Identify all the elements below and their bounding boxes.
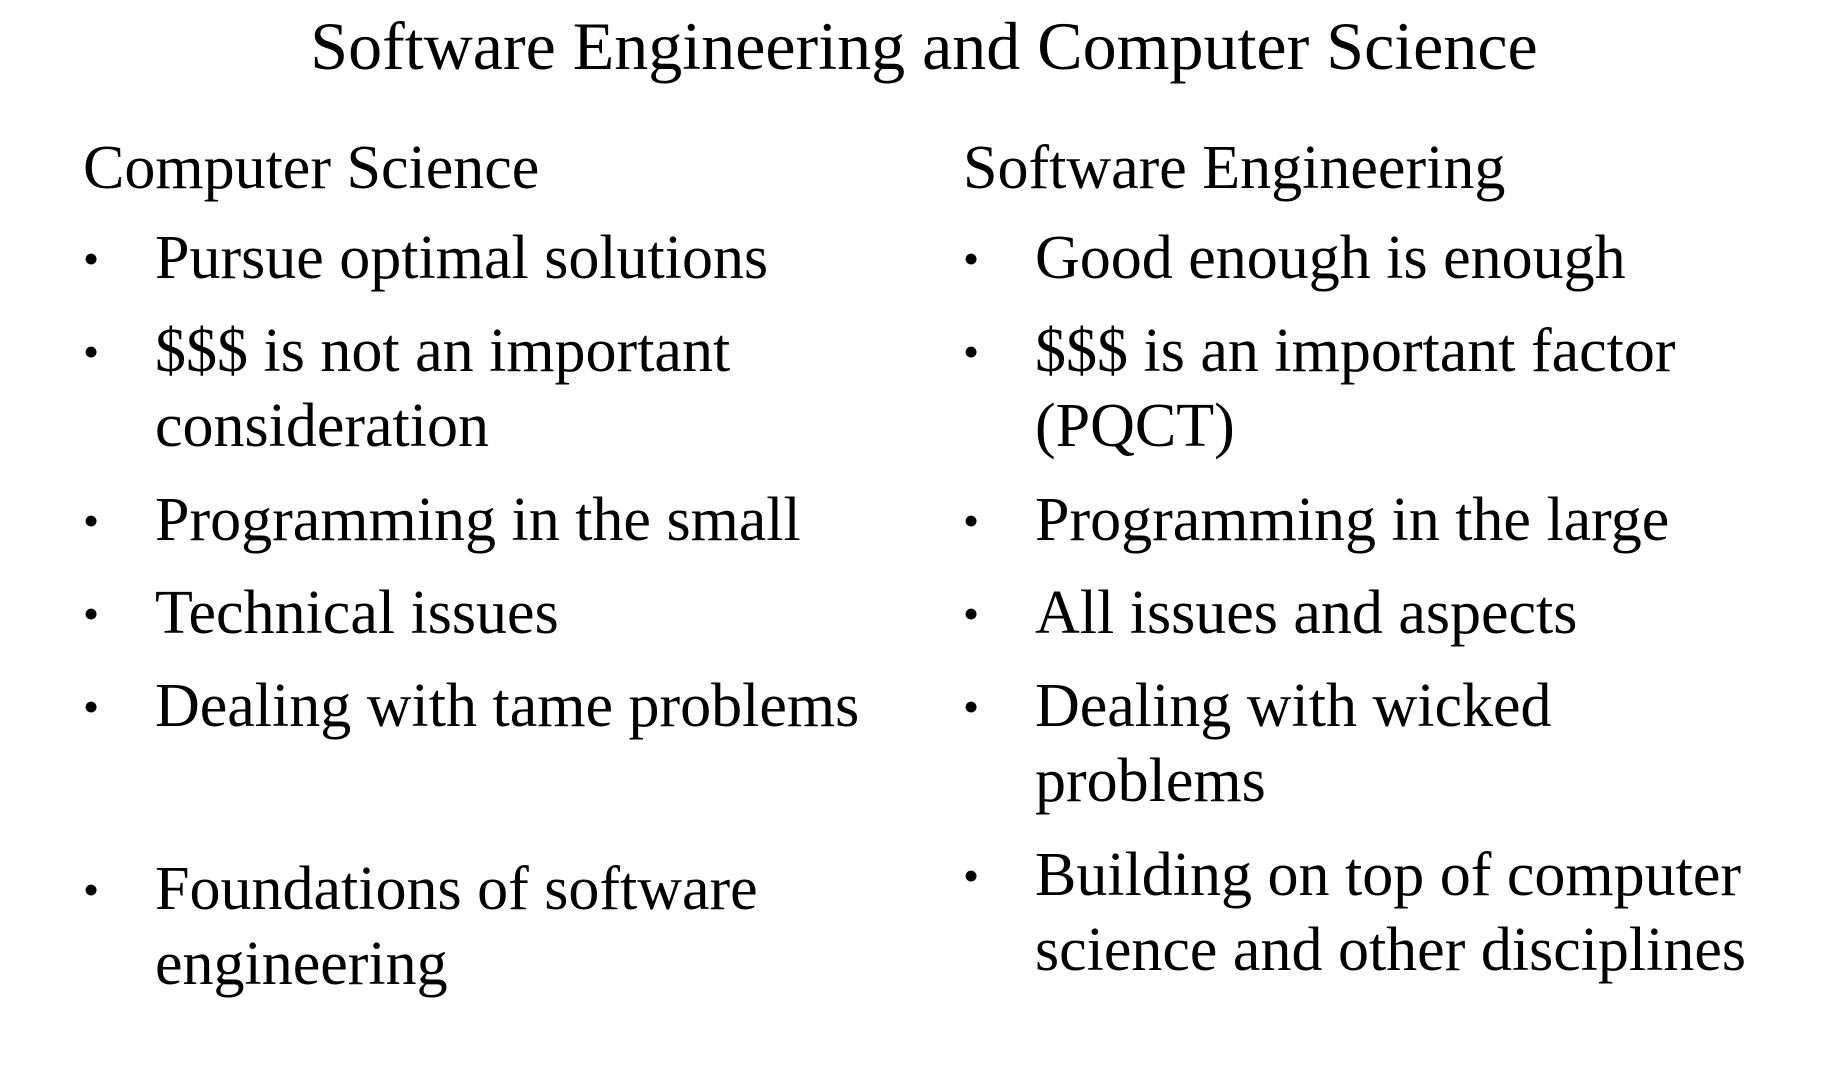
bullet-icon: • <box>83 588 100 639</box>
bullet-icon: • <box>83 864 100 915</box>
bullet-icon: • <box>83 326 100 377</box>
column-heading: Software Engineering <box>963 134 1506 202</box>
item-text: Dealing with wicked <box>1035 672 1552 740</box>
list-item: • Programming in the small <box>83 483 801 558</box>
bullet-icon: • <box>963 681 980 732</box>
item-text: $$$ is an important factor <box>1035 317 1676 385</box>
item-text: Good enough is enough <box>1035 224 1626 292</box>
bullet-icon: • <box>963 850 980 901</box>
item-text: problems <box>1035 747 1266 815</box>
list-item: • Dealing with tame problems <box>83 669 859 744</box>
slide-title: Software Engineering and Computer Scienc… <box>310 8 1538 84</box>
item-text: consideration <box>155 392 490 460</box>
bullet-icon: • <box>963 588 980 639</box>
bullet-icon: • <box>963 233 980 284</box>
list-item: • Programming in the large <box>963 483 1669 558</box>
bullet-icon: • <box>83 233 100 284</box>
list-item: • Good enough is enough <box>963 221 1626 296</box>
list-item: • $$$ is not an important consideration <box>83 314 730 464</box>
column-heading: Computer Science <box>83 134 540 202</box>
software-engineering-column: Software Engineering • Good enough is en… <box>963 128 1823 984</box>
list-item: • Building on top of computer science an… <box>963 838 1746 988</box>
list-item: • All issues and aspects <box>963 576 1577 651</box>
item-text: science and other disciplines <box>1035 916 1747 984</box>
item-text: Foundations of software <box>155 855 758 923</box>
computer-science-column: Computer Science • Pursue optimal soluti… <box>83 128 903 998</box>
item-text: $$$ is not an important <box>155 317 731 385</box>
item-text: Technical issues <box>155 579 559 647</box>
list-item: • Foundations of software engineering <box>83 852 758 1002</box>
item-text: All issues and aspects <box>1035 579 1578 647</box>
item-text: Pursue optimal solutions <box>155 224 769 292</box>
list-item: • Dealing with wicked problems <box>963 669 1552 819</box>
bullet-icon: • <box>963 495 980 546</box>
bullet-icon: • <box>83 681 100 732</box>
bullet-icon: • <box>963 326 980 377</box>
item-text: Building on top of computer <box>1035 841 1742 909</box>
item-text: Programming in the small <box>155 486 801 554</box>
item-text: (PQCT) <box>1035 392 1235 460</box>
item-text: Programming in the large <box>1035 486 1670 554</box>
item-text: engineering <box>155 930 448 998</box>
bullet-icon: • <box>83 495 100 546</box>
list-item: • Technical issues <box>83 576 559 651</box>
item-text: Dealing with tame problems <box>155 672 860 740</box>
list-item: • Pursue optimal solutions <box>83 221 768 296</box>
list-item: • $$$ is an important factor (PQCT) <box>963 314 1676 464</box>
